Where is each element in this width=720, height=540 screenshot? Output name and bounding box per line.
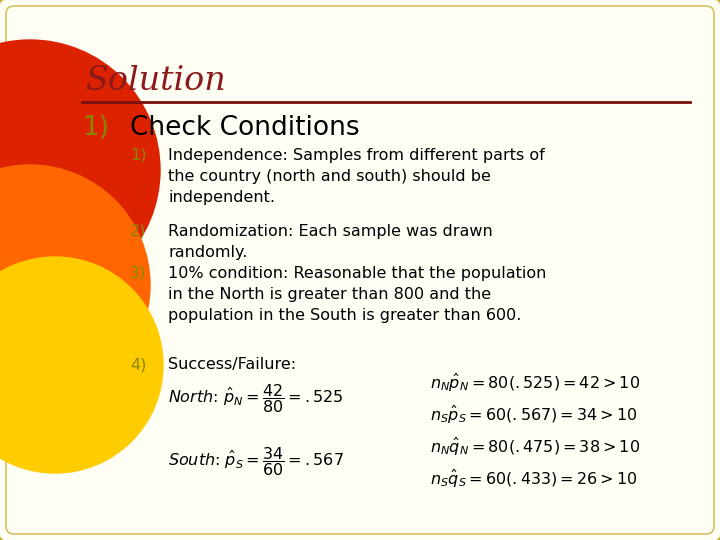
Text: $n_S\hat{q}_S = 60(.433) = 26 > 10$: $n_S\hat{q}_S = 60(.433) = 26 > 10$ — [430, 468, 638, 490]
Text: Randomization: Each sample was drawn
randomly.: Randomization: Each sample was drawn ran… — [168, 224, 492, 260]
Text: Independence: Samples from different parts of
the country (north and south) shou: Independence: Samples from different par… — [168, 148, 545, 205]
Circle shape — [0, 40, 160, 300]
Text: $n_S\hat{p}_S = 60(.567) = 34 > 10$: $n_S\hat{p}_S = 60(.567) = 34 > 10$ — [430, 404, 638, 426]
Text: Check Conditions: Check Conditions — [130, 115, 359, 141]
Text: 2): 2) — [130, 224, 146, 239]
Text: $\mathit{South}$: $\hat{p}_S = \dfrac{34}{60} = .567$: $\mathit{South}$: $\hat{p}_S = \dfrac{34… — [168, 445, 343, 478]
Text: $n_N\hat{q}_N = 80(.475) = 38 > 10$: $n_N\hat{q}_N = 80(.475) = 38 > 10$ — [430, 436, 640, 458]
Text: 4): 4) — [130, 357, 146, 372]
Text: 1): 1) — [82, 115, 109, 141]
Text: 3): 3) — [130, 266, 146, 281]
Text: Success/Failure:: Success/Failure: — [168, 357, 296, 372]
Text: Solution: Solution — [85, 65, 226, 97]
Text: $n_N\hat{p}_N = 80(.525) = 42 > 10$: $n_N\hat{p}_N = 80(.525) = 42 > 10$ — [430, 372, 640, 394]
Text: 10% condition: Reasonable that the population
in the North is greater than 800 a: 10% condition: Reasonable that the popul… — [168, 266, 546, 323]
Circle shape — [0, 165, 150, 405]
Text: 1): 1) — [130, 148, 146, 163]
Circle shape — [0, 257, 163, 473]
Text: $\mathit{North}$: $\hat{p}_N = \dfrac{42}{80} = .525$: $\mathit{North}$: $\hat{p}_N = \dfrac{42… — [168, 382, 343, 415]
